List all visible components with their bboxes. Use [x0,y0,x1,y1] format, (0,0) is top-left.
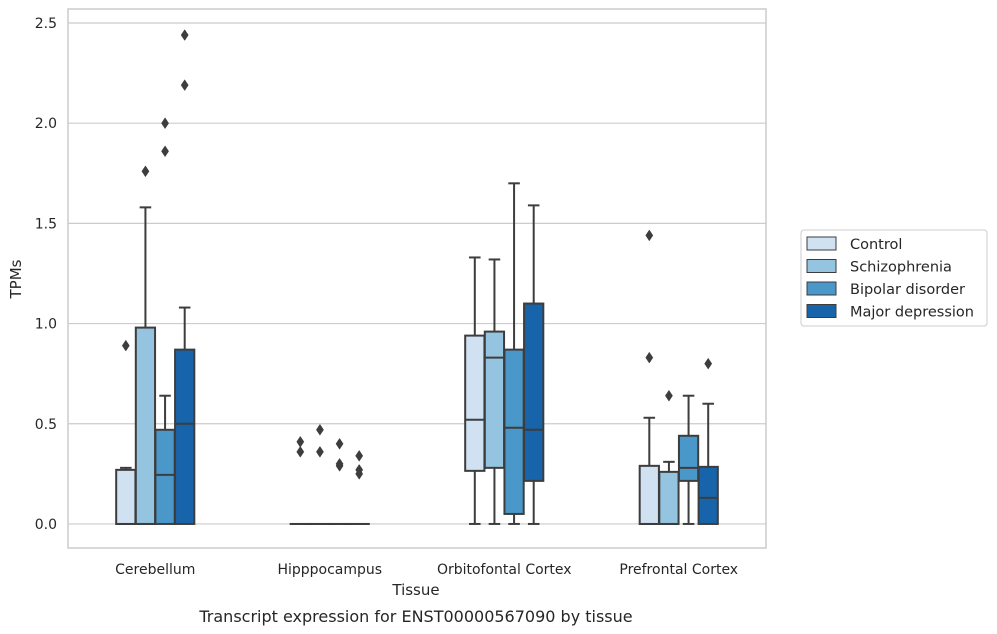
box-major-depression [697,357,719,525]
legend-label: Major depression [850,305,974,321]
outlier-point [161,145,169,158]
outlier-point [141,165,150,178]
outlier-point [335,459,344,472]
box-schizophrenia [309,423,331,525]
outlier-point [645,351,654,364]
outlier-point [645,229,654,242]
outlier-point [665,389,673,402]
y-tick-label: 1.0 [35,317,57,333]
outlier-point [355,468,364,480]
outlier-point [180,79,189,91]
legend-swatch [806,281,837,296]
box-body [134,326,157,525]
box-body [174,348,196,525]
box-control [464,256,486,525]
outlier-point [316,423,324,436]
box-body [483,330,506,469]
box-body [464,334,486,472]
x-tick-label: Orbitofontal Cortex [437,562,572,578]
box-control [115,339,137,525]
box-bipolar-disorder [328,437,351,525]
outlier-point [121,339,130,352]
legend-swatch [806,259,837,273]
legend-label: Control [850,237,902,253]
box-body [697,465,719,525]
legend-label: Schizophrenia [850,260,952,276]
plot-frame [67,8,767,549]
box-schizophrenia [483,258,506,525]
box-body [115,468,137,525]
boxes [115,29,719,525]
legend-swatch [806,304,837,318]
legend-frame [800,229,988,327]
outlier-point [355,449,364,462]
legend-label: Bipolar disorder [850,282,965,298]
legend-swatch [806,236,837,251]
y-tick-label: 0.0 [35,517,57,533]
x-tick-label: Cerebellum [115,562,195,578]
x-tick-label: Prefrontal Cortex [619,562,738,578]
outlier-point [704,357,713,370]
x-axis-ticks: Cerebellum Hipppocampus Orbitofontal Corte… [115,562,738,578]
outlier-point [180,29,189,41]
outlier-point [296,435,305,448]
legend-items: Control Schizophrenia Bipolar disorder Majo… [806,236,974,321]
y-tick-label: 1.5 [35,216,57,232]
outlier-point [161,117,169,130]
box-body [523,302,545,482]
legend: Control Schizophrenia Bipolar disorder Majo… [800,229,988,327]
box-body [503,348,525,515]
chart-caption: Transcript expression for ENST0000056709… [198,607,632,626]
outlier-point [316,445,324,458]
box-bipolar-disorder [154,117,176,525]
box-schizophrenia [658,389,680,525]
y-tick-label: 2.0 [35,116,57,132]
outlier-point [296,445,305,458]
outlier-point [335,437,344,450]
y-tick-label: 0.5 [35,417,57,433]
x-tick-label: Hipppocampus [277,562,382,578]
box-bipolar-disorder [677,394,700,525]
box-body [658,470,680,525]
y-tick-label: 2.5 [35,16,57,32]
box-control [289,435,311,525]
box-bipolar-disorder [503,182,525,525]
box-body [677,434,700,482]
box-control [638,229,660,525]
box-major-depression [348,449,370,525]
x-axis-label: Tissue [391,581,439,599]
box-major-depression [174,29,196,525]
box-major-depression [523,204,545,525]
y-axis-ticks: 0.0 0.5 1.0 1.5 2.0 2.5 [35,16,57,533]
box-schizophrenia [134,165,157,525]
box-body [154,428,176,525]
box-body [638,464,660,525]
y-axis-label: TPMs [7,259,25,299]
